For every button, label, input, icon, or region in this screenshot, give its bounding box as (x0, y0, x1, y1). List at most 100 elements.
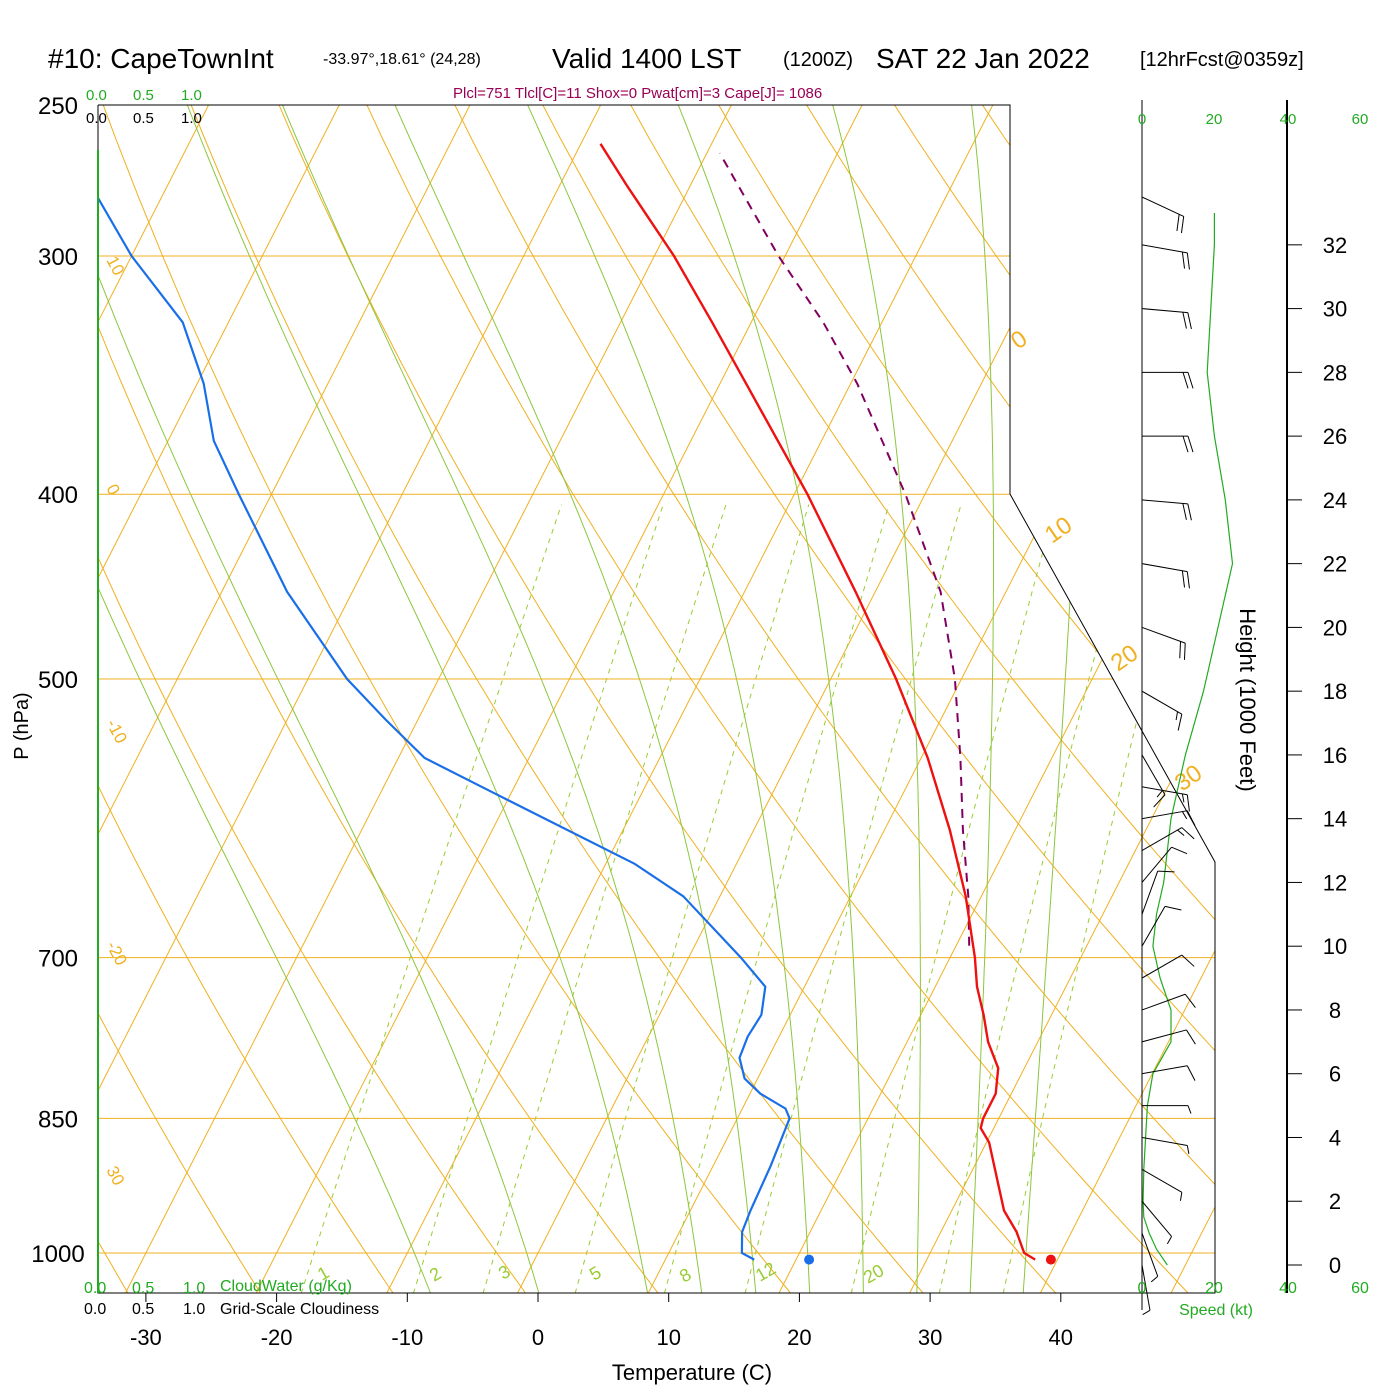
pressure-tick-label: 500 (38, 667, 78, 694)
x-axis-title: Temperature (C) (612, 1360, 772, 1385)
wind-barb-staff (1141, 754, 1166, 796)
moist-adiabat-line (967, 105, 994, 1293)
wind-barb-staff (1141, 810, 1188, 820)
wind-barb-half-flag (1142, 1309, 1151, 1316)
isobar-lines (98, 105, 1215, 1254)
wind-barb (1141, 308, 1192, 330)
temperature-tick-label: -20 (261, 1325, 293, 1350)
wind-barb-half-flag (1156, 790, 1163, 798)
height-tick-label: 26 (1323, 424, 1347, 449)
wind-barb (1141, 626, 1186, 660)
wind-barb (1141, 1264, 1151, 1316)
temperature-tick-label: 10 (656, 1325, 680, 1350)
wind-barb-flag (1187, 435, 1194, 453)
mixing-ratio-line (938, 504, 1135, 1293)
isotherm-line (366, 105, 1011, 1293)
dry-adiabat-line (98, 105, 286, 1293)
isotherm-line (98, 105, 227, 1293)
wind-barb-flag (1181, 570, 1186, 588)
wind-barb (1141, 499, 1192, 521)
height-tick-label: 2 (1329, 1189, 1341, 1214)
wind-barb-flag (1186, 1029, 1196, 1045)
y-axis-title: P (hPa) (11, 692, 33, 759)
cloudwater-scale-1-top: 1.0 (181, 87, 202, 104)
dry-adiabat-line (1307, 71, 1400, 1332)
pressure-tick-label: 700 (38, 946, 78, 973)
wind-barb-flag (1182, 312, 1187, 329)
mixing-ratio-line (850, 504, 1057, 1293)
wind-barb (1141, 810, 1196, 826)
wind-barb (1141, 870, 1175, 915)
wind-barb-half-flag (1150, 1275, 1159, 1283)
moist-adiabat-line (98, 105, 551, 1293)
isotherm-label: 20 (1106, 639, 1143, 676)
wind-barb-flag (1182, 503, 1187, 520)
height-tick-label: 32 (1323, 233, 1347, 258)
wind-barb-staff (1141, 1029, 1187, 1043)
wind-barb-half-flag (1166, 1236, 1173, 1245)
wind-barb-flag (1183, 643, 1186, 660)
height-tick-label: 28 (1323, 360, 1347, 385)
wind-barb-staff (1141, 244, 1188, 254)
cloudwater-scale-0-bottom: 0.0 (84, 1280, 106, 1297)
mixing-ratio-line (482, 504, 727, 1293)
wind-barb-flag (1182, 372, 1189, 389)
surface-dewpoint-dot (804, 1254, 815, 1265)
dewpoint-line (98, 143, 791, 1261)
cloudwater-scale-0-top: 0.0 (86, 87, 107, 104)
wind-barb-staff (1141, 870, 1159, 915)
wind-barb-flag (1186, 1065, 1196, 1081)
isotherm-label: -10 (102, 716, 130, 747)
cloudiness-scale-1-bottom: 1.0 (183, 1301, 205, 1318)
wind-speed-tick-40-bottom: 40 (1279, 1280, 1297, 1297)
moist-adiabat-line (268, 105, 708, 1293)
wind-barb (1141, 846, 1188, 883)
mixing-ratio-lines (300, 504, 1192, 1293)
dry-adiabat-line (785, 105, 1215, 1293)
cloudiness-scale-1-top: 1.0 (181, 110, 202, 127)
wind-barb-flag (1186, 810, 1196, 826)
station-title: #10: CapeTownInt (48, 43, 274, 74)
mixing-ratio-label: 5 (586, 1262, 605, 1284)
wind-barb (1141, 244, 1190, 270)
cloudwater-label: CloudWater (g/Kg) (220, 1278, 352, 1295)
plot-frame (97, 104, 1216, 1294)
wind-barb-staff (1141, 846, 1172, 883)
wind-barb (1141, 1200, 1173, 1245)
dry-adiabat-line (698, 105, 1215, 1293)
wind-barb-staff (1141, 626, 1186, 644)
wind-speed-tick-20-bottom: 20 (1205, 1280, 1223, 1297)
temperature-tick-label: 0 (532, 1325, 544, 1350)
isotherm-line (497, 105, 1142, 1293)
wind-speed-tick-40-top: 40 (1280, 111, 1297, 128)
pressure-tick-label: 850 (38, 1106, 78, 1133)
zulu-time: (1200Z) (783, 49, 853, 71)
valid-time: Valid 1400 LST (552, 43, 741, 74)
wind-barb (1141, 827, 1195, 851)
wind-barb-staff (1141, 499, 1188, 505)
wind-barb-half-flag (1177, 829, 1185, 836)
wind-barb (1141, 1136, 1190, 1154)
wind-barb-staff (1141, 906, 1166, 947)
wind-barb-staff (1141, 1232, 1159, 1277)
cloudiness-scale-0-top: 0.0 (86, 110, 107, 127)
height-tick-label: 18 (1323, 679, 1347, 704)
cloudiness-label: Grid-Scale Cloudiness (220, 1301, 379, 1318)
height-axis-title: Height (1000 Feet) (1235, 608, 1260, 791)
wind-barb (1142, 1105, 1192, 1114)
height-tick-label: 10 (1323, 934, 1347, 959)
height-tick-label: 6 (1329, 1062, 1341, 1087)
wind-barb-half-flag (1181, 811, 1188, 820)
wind-barb-flag (1157, 870, 1175, 873)
dry-adiabat-line (611, 105, 1215, 1293)
wind-speed-line (1142, 213, 1234, 1266)
isotherm-line (235, 105, 880, 1293)
wind-barb-flag (1179, 641, 1182, 659)
wind-speed-tick-0-top: 0 (1138, 111, 1146, 128)
temperature-tick-label: -10 (391, 1325, 423, 1350)
moist-adiabat-line (379, 105, 760, 1293)
dry-adiabat-line (524, 105, 1215, 1293)
sounding-profiles (98, 143, 1056, 1265)
moist-adiabat-line (664, 105, 865, 1293)
wind-barb-flag (1153, 794, 1166, 808)
